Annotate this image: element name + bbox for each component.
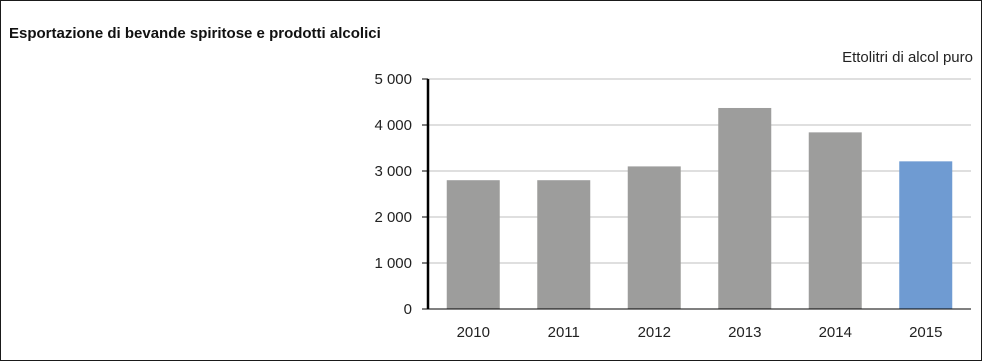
bar-2013 — [718, 107, 772, 309]
y-tick-label: 5 000 — [374, 71, 412, 88]
x-tick-label: 2012 — [638, 324, 671, 341]
x-tick-label: 2014 — [819, 324, 852, 341]
x-tick-label: 2013 — [728, 324, 761, 341]
y-tick-label: 1 000 — [374, 255, 412, 272]
bar-2011 — [537, 180, 591, 309]
bar-2012 — [627, 166, 681, 309]
x-tick-label: 2015 — [909, 324, 942, 341]
chart-title: Esportazione di bevande spiritose e prod… — [9, 25, 381, 42]
y-tick-label: 2 000 — [374, 209, 412, 226]
y-tick-label: 0 — [404, 301, 412, 318]
y-tick-label: 4 000 — [374, 117, 412, 134]
y-tick-label: 3 000 — [374, 163, 412, 180]
bar-2010 — [446, 180, 500, 309]
bar-2014 — [808, 132, 862, 309]
unit-label: Ettolitri di alcol puro — [842, 49, 973, 66]
x-tick-label: 2010 — [457, 324, 490, 341]
bar-2015 — [899, 161, 953, 309]
x-tick-label: 2011 — [548, 324, 580, 341]
